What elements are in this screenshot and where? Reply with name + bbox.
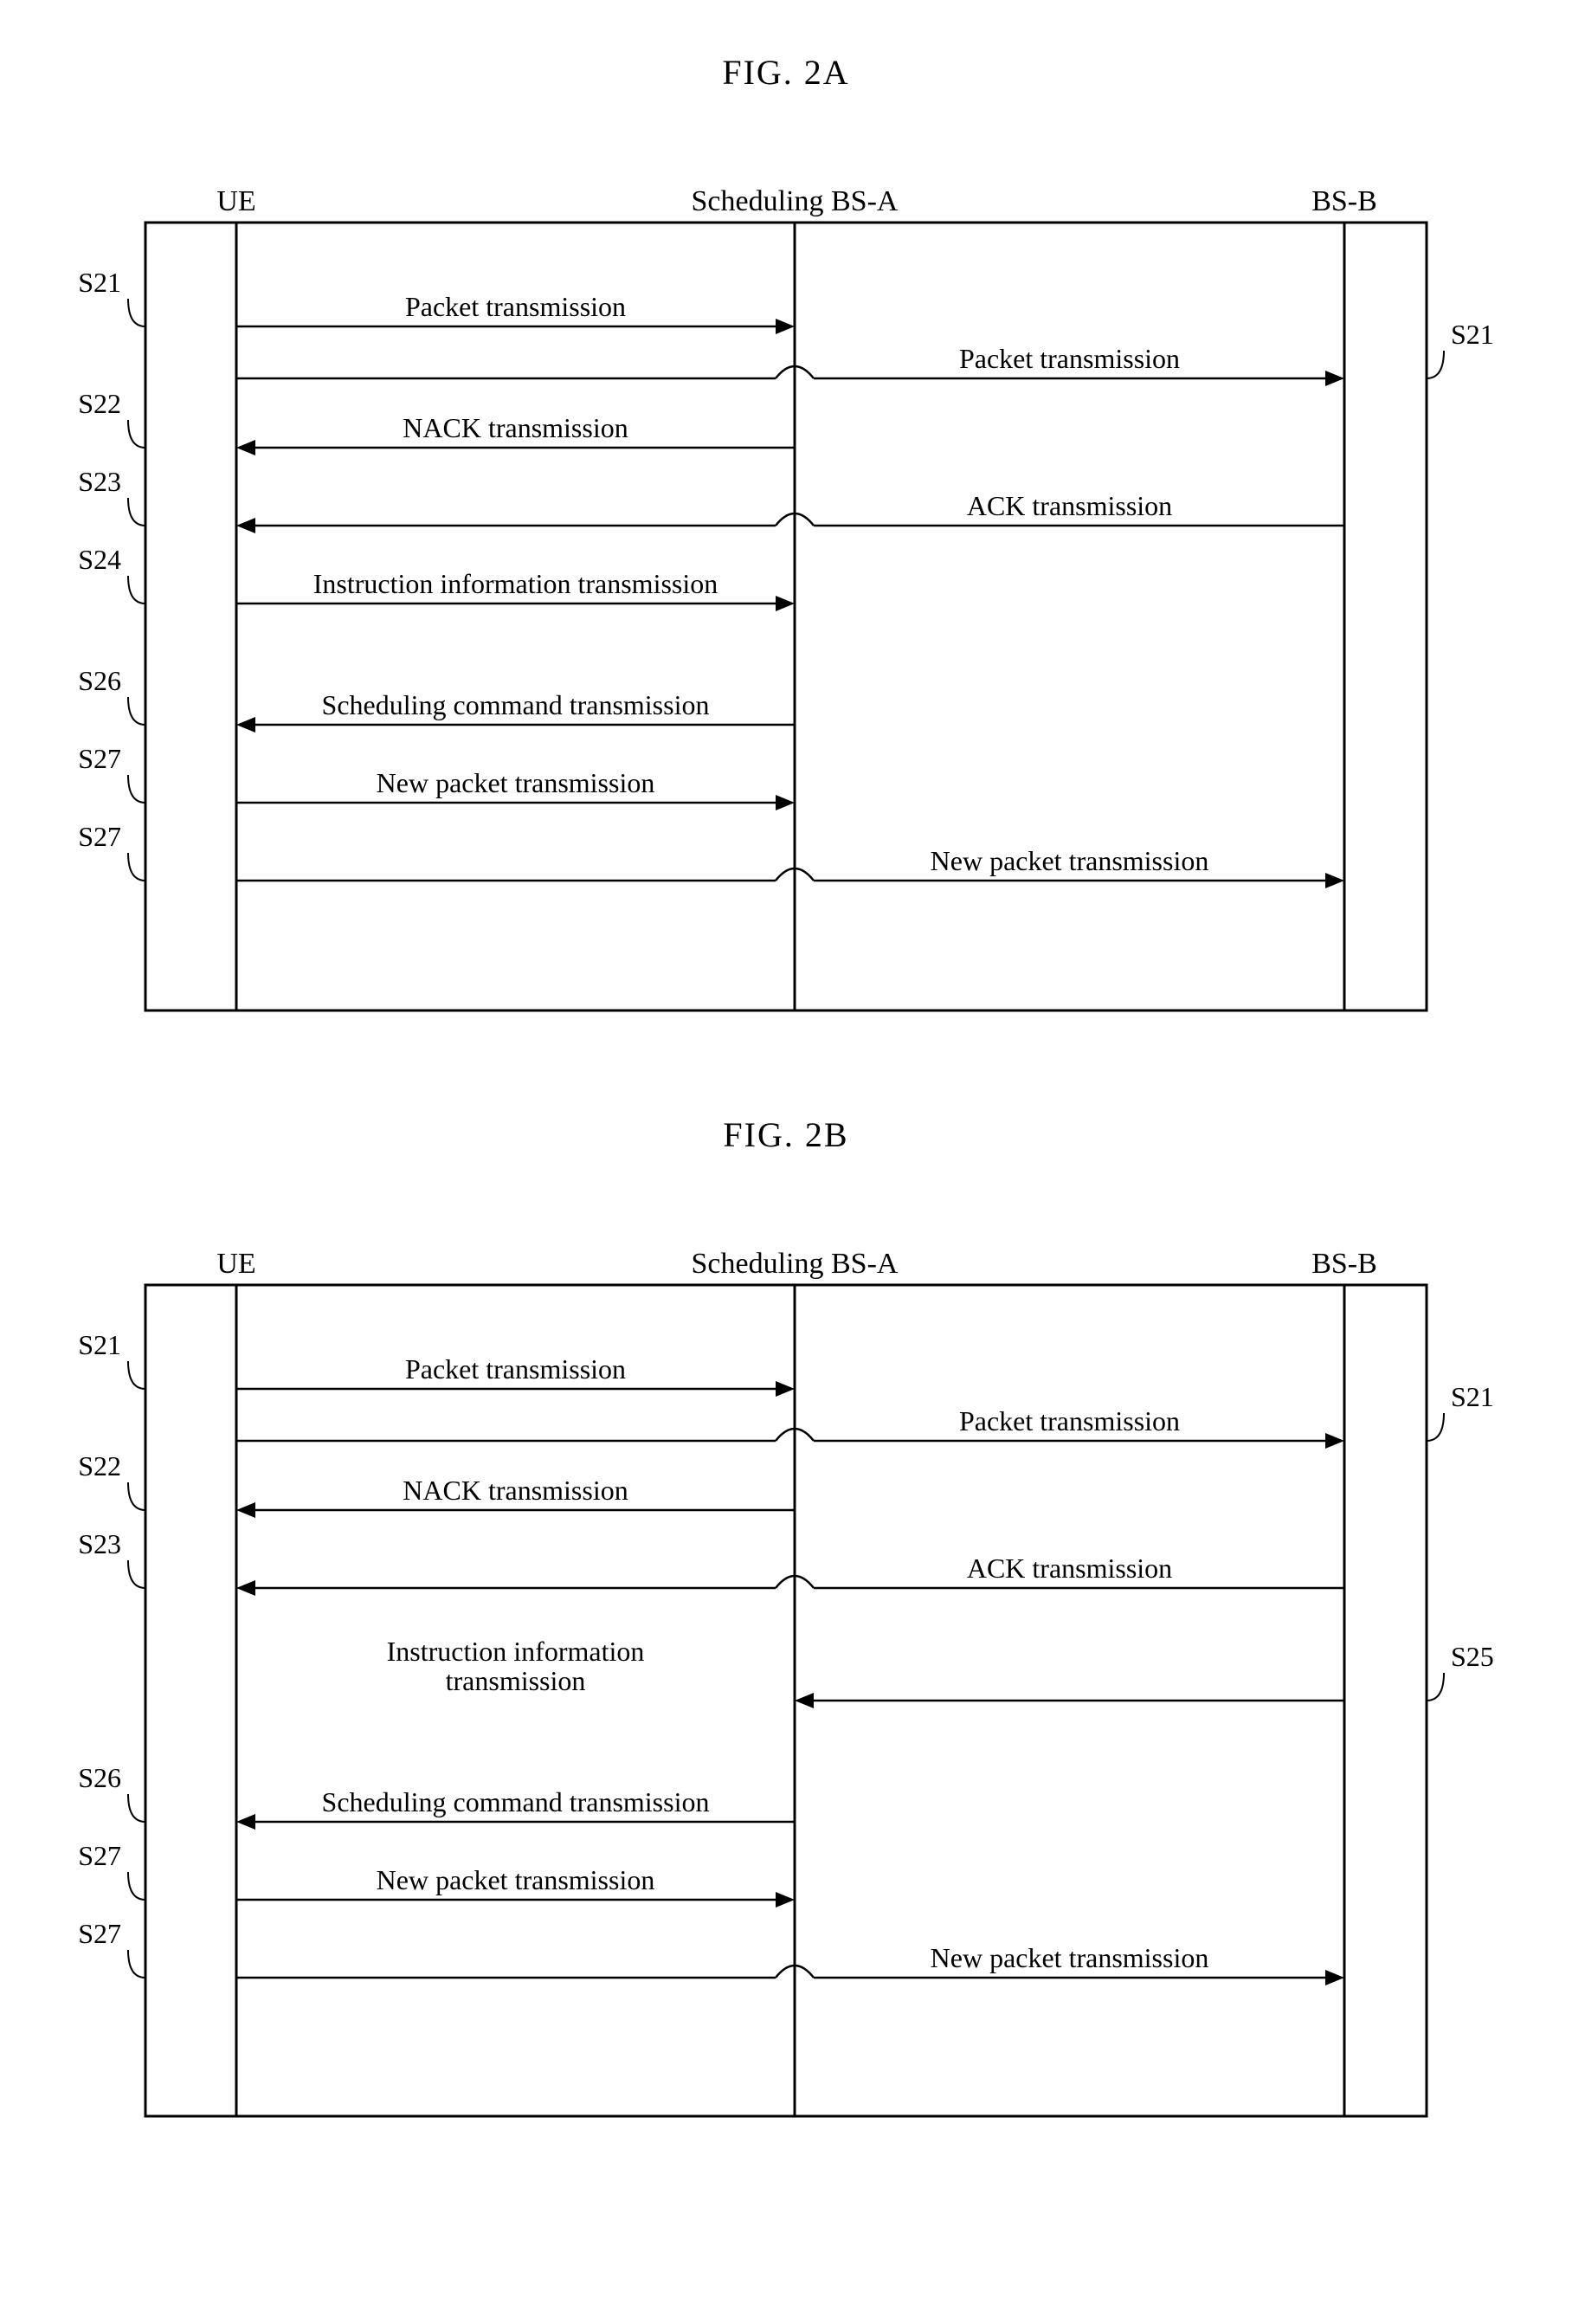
step-connector	[1427, 1673, 1444, 1701]
message-label: ACK transmission	[967, 490, 1172, 521]
step-connector	[128, 1560, 145, 1588]
figure-2b-title: FIG. 2B	[35, 1114, 1537, 1155]
step-label: S26	[78, 1762, 121, 1793]
step-connector	[128, 1872, 145, 1900]
step-label: S21	[1451, 1381, 1494, 1412]
step-label: S21	[1451, 319, 1494, 350]
message-label: Packet transmission	[959, 1405, 1180, 1436]
step-connector	[128, 697, 145, 725]
step-label: S25	[1451, 1641, 1494, 1672]
actor-bsa: Scheduling BS-A	[692, 1248, 899, 1280]
step-connector	[128, 1950, 145, 1978]
message-label: Packet transmission	[405, 1353, 626, 1385]
step-label: S27	[78, 743, 121, 774]
arrow-head-icon	[236, 440, 255, 455]
step-connector	[1427, 351, 1444, 378]
figure-2a: FIG. 2A UE Scheduling BS-A BS-B Packet tran…	[35, 52, 1537, 1045]
arrow-head-icon	[776, 596, 795, 611]
message-label: New packet transmission	[377, 1864, 655, 1895]
message-label: Packet transmission	[405, 291, 626, 322]
arrow-head-icon	[776, 319, 795, 334]
step-connector	[128, 775, 145, 803]
message-label: NACK transmission	[403, 412, 628, 443]
actor-ue: UE	[216, 1248, 255, 1280]
step-label: S27	[78, 821, 121, 852]
arrow-head-icon	[776, 1892, 795, 1908]
step-label: S23	[78, 1528, 121, 1559]
step-label: S26	[78, 665, 121, 696]
message-label: Instruction information	[387, 1636, 645, 1667]
arrow-head-icon	[236, 1502, 255, 1518]
message-label: New packet transmission	[931, 1942, 1209, 1973]
actor-bsb: BS-B	[1311, 1248, 1377, 1280]
message-label: transmission	[446, 1665, 586, 1696]
sequence-diagram-a: UE Scheduling BS-A BS-B Packet transmission…	[42, 127, 1530, 1045]
arrow-head-icon	[795, 1693, 814, 1708]
arrow-head-icon	[1325, 873, 1344, 888]
step-connector	[1427, 1413, 1444, 1441]
step-label: S24	[78, 544, 121, 575]
message-label: Scheduling command transmission	[322, 1786, 710, 1817]
step-label: S21	[78, 267, 121, 298]
message-label: New packet transmission	[377, 767, 655, 798]
arrow-head-icon	[1325, 1970, 1344, 1985]
step-connector	[128, 1482, 145, 1510]
step-label: S27	[78, 1840, 121, 1871]
figure-2a-title: FIG. 2A	[35, 52, 1537, 93]
arrow-head-icon	[776, 1381, 795, 1397]
arrow-head-icon	[236, 1580, 255, 1596]
arrow-head-icon	[236, 1814, 255, 1830]
message-label: NACK transmission	[403, 1475, 628, 1506]
step-label: S22	[78, 388, 121, 419]
figure-2b: FIG. 2B UE Scheduling BS-A BS-B Packet tran…	[35, 1114, 1537, 2151]
arrow-head-icon	[1325, 1433, 1344, 1449]
message-label: ACK transmission	[967, 1553, 1172, 1584]
message-label: Scheduling command transmission	[322, 689, 710, 720]
step-connector	[128, 853, 145, 881]
step-label: S22	[78, 1450, 121, 1482]
message-label: Instruction information transmission	[313, 568, 718, 599]
step-connector	[128, 299, 145, 326]
sequence-diagram-b: UE Scheduling BS-A BS-B Packet transmission…	[42, 1190, 1530, 2151]
arrow-head-icon	[236, 717, 255, 733]
actor-bsa: Scheduling BS-A	[692, 185, 899, 217]
step-connector	[128, 420, 145, 448]
step-connector	[128, 1794, 145, 1822]
border-box	[145, 223, 1427, 1010]
message-label: New packet transmission	[931, 845, 1209, 876]
arrow-head-icon	[776, 795, 795, 810]
arrow-head-icon	[236, 518, 255, 533]
arrow-head-icon	[1325, 371, 1344, 386]
step-label: S23	[78, 466, 121, 497]
step-label: S21	[78, 1329, 121, 1360]
step-connector	[128, 576, 145, 604]
step-connector	[128, 498, 145, 526]
step-label: S27	[78, 1918, 121, 1949]
message-label: Packet transmission	[959, 343, 1180, 374]
actor-ue: UE	[216, 185, 255, 217]
step-connector	[128, 1361, 145, 1389]
actor-bsb: BS-B	[1311, 185, 1377, 217]
